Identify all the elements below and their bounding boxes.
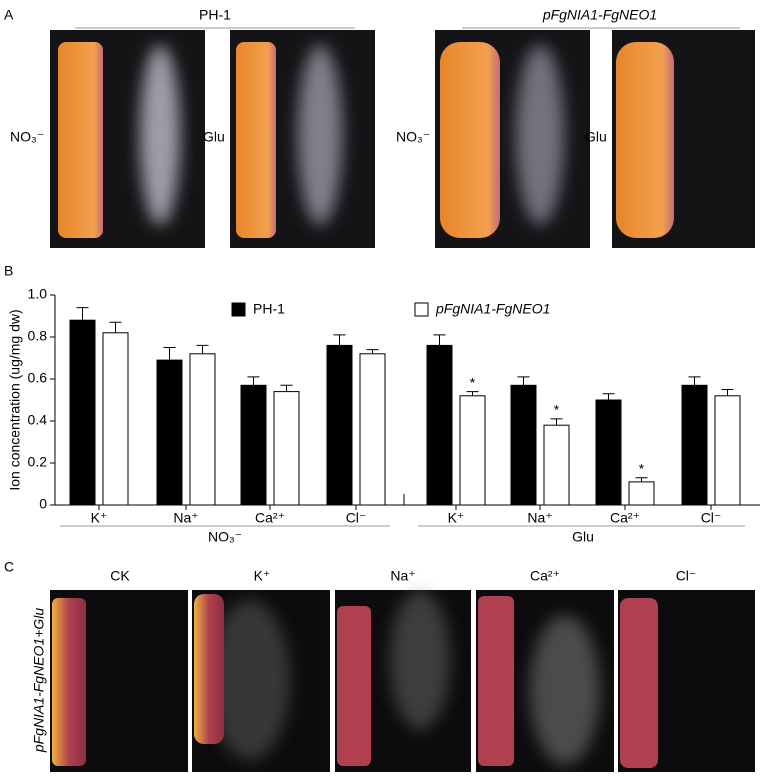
significance-mark: * xyxy=(639,460,645,476)
y-axis-label: Ion concentration (ug/mg dw) xyxy=(7,309,23,490)
significance-mark: * xyxy=(554,402,560,418)
photo-label: Glu xyxy=(203,129,225,145)
error-bar xyxy=(602,393,615,400)
bar xyxy=(628,481,655,506)
bar xyxy=(156,359,183,506)
error-bar xyxy=(466,391,479,396)
error-bar xyxy=(163,347,176,361)
error-bar xyxy=(721,389,734,396)
error-bar xyxy=(517,376,530,386)
error-bar xyxy=(688,376,701,386)
y-tick-label: 1.0 xyxy=(28,286,48,302)
x-tick-label: Ca²⁺ xyxy=(610,510,640,526)
group-title: pFgNIA1-FgNEO1 xyxy=(542,7,657,23)
group-label: NO₃⁻ xyxy=(208,529,242,545)
error-bar xyxy=(635,477,648,482)
photo-label: Cl⁻ xyxy=(676,568,697,584)
bar xyxy=(459,395,486,506)
photo-label: Ca²⁺ xyxy=(530,568,560,584)
bar xyxy=(510,384,537,506)
bar xyxy=(681,384,708,506)
bar xyxy=(69,319,96,506)
y-tick-label: 0.2 xyxy=(28,454,48,470)
x-tick-label: K⁺ xyxy=(448,510,465,526)
y-tick-label: 0.8 xyxy=(28,328,48,344)
panel-letter: A xyxy=(4,7,14,23)
error-bar xyxy=(433,334,446,346)
photo-label: K⁺ xyxy=(254,568,271,584)
x-tick-label: Ca²⁺ xyxy=(255,510,285,526)
photos-c xyxy=(50,590,755,772)
error-bar xyxy=(196,344,209,354)
x-tick-label: Na⁺ xyxy=(527,510,552,526)
bar xyxy=(595,399,622,506)
error-bar xyxy=(366,349,379,354)
bar xyxy=(543,424,570,506)
significance-mark: * xyxy=(470,374,476,390)
bar xyxy=(102,332,129,506)
error-bar xyxy=(333,334,346,346)
group-title: PH-1 xyxy=(199,7,231,23)
error-bar xyxy=(280,384,293,392)
x-tick-label: Cl⁻ xyxy=(346,510,367,526)
photo-label: NO₃⁻ xyxy=(396,129,430,145)
row-label: pFgNIA1-FgNEO1+Glu xyxy=(31,608,47,754)
error-bar xyxy=(109,321,122,333)
bar xyxy=(714,395,741,506)
legend-label: pFgNIA1-FgNEO1 xyxy=(435,301,550,317)
photos-a xyxy=(50,30,755,248)
y-tick-label: 0.6 xyxy=(28,370,48,386)
error-bar xyxy=(550,418,563,426)
photo-label: CK xyxy=(110,568,130,584)
bar xyxy=(326,344,353,506)
x-tick-label: Na⁺ xyxy=(173,510,198,526)
x-tick-label: K⁺ xyxy=(91,510,108,526)
legend-swatch xyxy=(414,302,429,317)
bar xyxy=(359,353,386,506)
photo-label: Na⁺ xyxy=(390,568,415,584)
bar xyxy=(189,353,216,506)
panel-letter: B xyxy=(4,263,13,279)
error-bar xyxy=(76,307,89,321)
y-tick-label: 0.4 xyxy=(28,412,48,428)
group-label: Glu xyxy=(572,529,594,545)
bar xyxy=(426,344,453,506)
photo-label: Glu xyxy=(585,129,607,145)
panel-letter: C xyxy=(4,559,14,575)
x-tick-label: Cl⁻ xyxy=(701,510,722,526)
error-bar xyxy=(247,376,260,386)
y-tick-label: 0 xyxy=(39,496,47,512)
photo-label: NO₃⁻ xyxy=(10,129,44,145)
bar xyxy=(240,384,267,506)
bar xyxy=(273,391,300,506)
legend-swatch xyxy=(231,302,246,317)
legend-label: PH-1 xyxy=(253,301,285,317)
